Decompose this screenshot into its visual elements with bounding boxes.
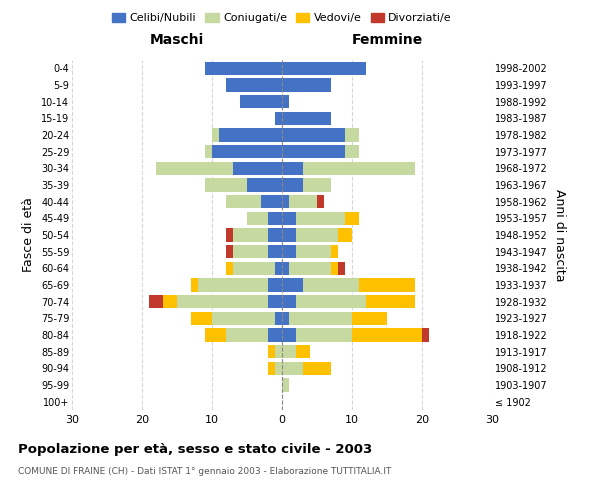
Bar	[156, 162, 233, 175]
Bar	[303, 362, 331, 375]
Bar	[282, 62, 366, 75]
Bar	[163, 295, 177, 308]
Bar	[205, 328, 226, 342]
Legend: Celibi/Nubili, Coniugati/e, Vedovi/e, Divorziati/e: Celibi/Nubili, Coniugati/e, Vedovi/e, Di…	[107, 8, 457, 28]
Bar	[303, 278, 359, 291]
Bar	[205, 178, 247, 192]
Bar	[233, 245, 268, 258]
Bar	[233, 262, 275, 275]
Bar	[338, 262, 345, 275]
Bar	[268, 345, 275, 358]
Bar	[422, 328, 429, 342]
Bar	[282, 145, 345, 158]
Bar	[268, 228, 282, 241]
Bar	[282, 178, 303, 192]
Bar	[226, 195, 261, 208]
Bar	[212, 128, 219, 141]
Bar	[149, 295, 163, 308]
Bar	[282, 312, 289, 325]
Bar	[289, 262, 331, 275]
Bar	[282, 95, 289, 108]
Bar	[268, 328, 282, 342]
Bar	[205, 62, 282, 75]
Bar	[268, 295, 282, 308]
Bar	[282, 162, 303, 175]
Bar	[282, 128, 345, 141]
Bar	[282, 345, 296, 358]
Bar	[191, 312, 212, 325]
Bar	[289, 312, 352, 325]
Bar	[219, 128, 282, 141]
Bar	[275, 362, 282, 375]
Bar	[261, 195, 282, 208]
Bar	[282, 378, 289, 392]
Bar	[296, 328, 352, 342]
Bar	[226, 78, 282, 92]
Bar	[226, 328, 268, 342]
Bar	[282, 78, 331, 92]
Text: Femmine: Femmine	[352, 32, 422, 46]
Bar	[226, 228, 233, 241]
Bar	[359, 278, 415, 291]
Bar	[296, 295, 366, 308]
Bar	[198, 278, 268, 291]
Bar	[233, 228, 268, 241]
Bar	[282, 245, 296, 258]
Bar	[303, 162, 415, 175]
Text: COMUNE DI FRAINE (CH) - Dati ISTAT 1° gennaio 2003 - Elaborazione TUTTITALIA.IT: COMUNE DI FRAINE (CH) - Dati ISTAT 1° ge…	[18, 468, 391, 476]
Bar	[247, 212, 268, 225]
Bar	[275, 312, 282, 325]
Bar	[331, 245, 338, 258]
Bar	[296, 245, 331, 258]
Bar	[282, 262, 289, 275]
Bar	[345, 128, 359, 141]
Bar	[282, 212, 296, 225]
Bar	[289, 195, 317, 208]
Bar	[226, 262, 233, 275]
Bar	[303, 178, 331, 192]
Y-axis label: Anni di nascita: Anni di nascita	[553, 188, 566, 281]
Bar	[345, 212, 359, 225]
Bar	[205, 145, 212, 158]
Text: Maschi: Maschi	[150, 32, 204, 46]
Bar	[282, 295, 296, 308]
Bar	[212, 145, 282, 158]
Bar	[275, 112, 282, 125]
Bar	[331, 262, 338, 275]
Bar	[345, 145, 359, 158]
Bar	[296, 212, 345, 225]
Bar	[226, 245, 233, 258]
Bar	[366, 295, 415, 308]
Bar	[177, 295, 268, 308]
Bar	[268, 245, 282, 258]
Bar	[296, 228, 338, 241]
Bar	[212, 312, 275, 325]
Bar	[191, 278, 198, 291]
Bar	[282, 228, 296, 241]
Text: Popolazione per età, sesso e stato civile - 2003: Popolazione per età, sesso e stato civil…	[18, 442, 372, 456]
Bar	[282, 195, 289, 208]
Bar	[282, 362, 303, 375]
Y-axis label: Fasce di età: Fasce di età	[22, 198, 35, 272]
Bar	[233, 162, 282, 175]
Bar	[268, 362, 275, 375]
Bar	[240, 95, 282, 108]
Bar	[282, 112, 331, 125]
Bar	[296, 345, 310, 358]
Bar	[268, 212, 282, 225]
Bar	[275, 345, 282, 358]
Bar	[282, 278, 303, 291]
Bar	[268, 278, 282, 291]
Bar	[338, 228, 352, 241]
Bar	[282, 328, 296, 342]
Bar	[317, 195, 324, 208]
Bar	[352, 328, 422, 342]
Bar	[247, 178, 282, 192]
Bar	[352, 312, 387, 325]
Bar	[275, 262, 282, 275]
